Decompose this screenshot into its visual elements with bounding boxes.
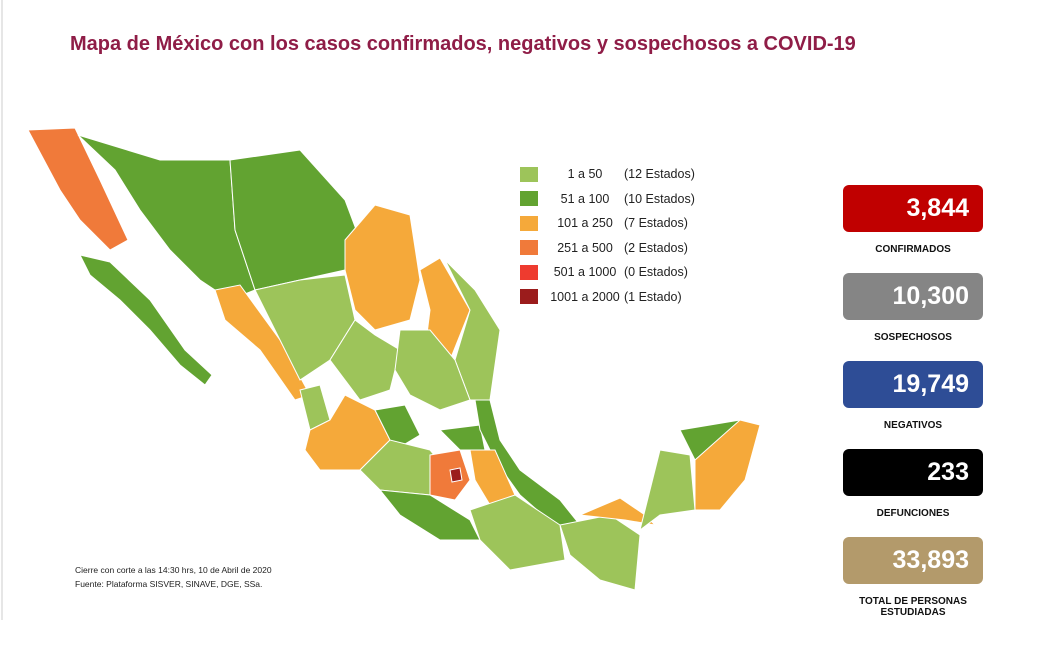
legend-swatch bbox=[520, 264, 538, 280]
legend-item: 1 a 50 (12 Estados) bbox=[520, 162, 695, 187]
legend-count: (10 Estados) bbox=[624, 191, 695, 206]
legend-range: 251 a 500 bbox=[557, 240, 613, 255]
legend-item: 51 a 100 (10 Estados) bbox=[520, 187, 695, 212]
legend-count: (0 Estados) bbox=[624, 265, 688, 280]
states bbox=[27, 127, 761, 591]
stat-label: TOTAL DE PERSONAS ESTUDIADAS bbox=[859, 596, 967, 618]
stats: 3,844 CONFIRMADOS 10,300 SOSPECHOSOS 19,749 N… bbox=[843, 185, 983, 636]
footnote: Cierre con corte a las 14:30 hrs, 10 de … bbox=[75, 563, 272, 591]
legend-item: 1001 a 2000 (1 Estado) bbox=[520, 285, 695, 310]
stat-label: CONFIRMADOS bbox=[875, 244, 951, 255]
stat-value: 33,893 bbox=[843, 537, 983, 584]
stat-value: 10,300 bbox=[843, 273, 983, 320]
footnote-line: Fuente: Plataforma SISVER, SINAVE, DGE, … bbox=[75, 579, 263, 589]
legend-range: 1001 a 2000 bbox=[550, 289, 620, 304]
legend: 1 a 50 (12 Estados) 51 a 100 (10 Estados) 10… bbox=[520, 162, 695, 309]
legend-swatch bbox=[520, 289, 538, 305]
legend-range: 51 a 100 bbox=[560, 191, 610, 206]
legend-swatch bbox=[520, 240, 538, 256]
stat-value: 3,844 bbox=[843, 185, 983, 232]
title: Mapa de México con los casos confirmados… bbox=[70, 33, 856, 55]
legend-swatch bbox=[520, 166, 538, 182]
legend-item: 101 a 250 (7 Estados) bbox=[520, 211, 695, 236]
footnote-line: Cierre con corte a las 14:30 hrs, 10 de … bbox=[75, 565, 272, 575]
stat-label: DEFUNCIONES bbox=[876, 508, 950, 519]
legend-count: (1 Estado) bbox=[624, 289, 682, 304]
stat-label: NEGATIVOS bbox=[883, 420, 943, 431]
stat-value: 233 bbox=[843, 449, 983, 496]
map bbox=[1, 0, 761, 620]
legend-count: (2 Estados) bbox=[624, 240, 688, 255]
legend-range: 1 a 50 bbox=[567, 167, 603, 182]
legend-count: (7 Estados) bbox=[624, 216, 688, 231]
legend-swatch bbox=[520, 215, 538, 231]
legend-item: 251 a 500 (2 Estados) bbox=[520, 236, 695, 261]
legend-range: 501 a 1000 bbox=[553, 265, 617, 280]
legend-count: (12 Estados) bbox=[624, 167, 695, 182]
legend-range: 101 a 250 bbox=[557, 216, 613, 231]
legend-swatch bbox=[520, 191, 538, 207]
stat-label: SOSPECHOSOS bbox=[874, 332, 952, 343]
stat-value: 19,749 bbox=[843, 361, 983, 408]
legend-item: 501 a 1000 (0 Estados) bbox=[520, 260, 695, 285]
